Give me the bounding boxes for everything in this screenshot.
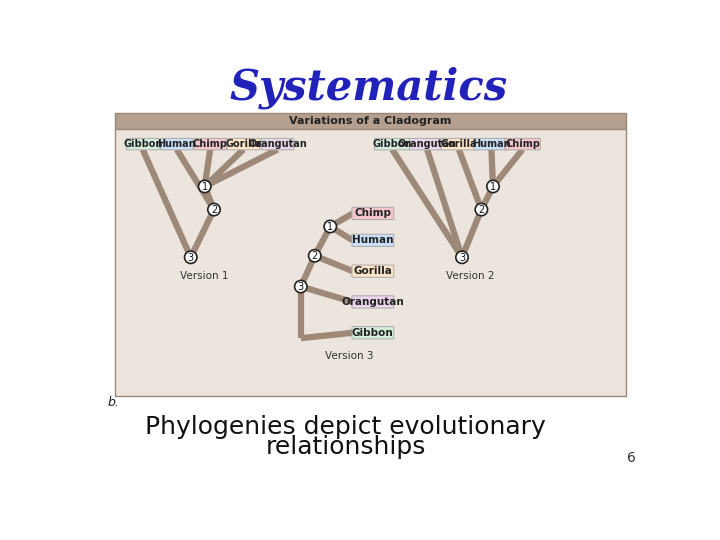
- FancyBboxPatch shape: [161, 138, 193, 150]
- FancyBboxPatch shape: [352, 265, 394, 278]
- Text: Gibbon: Gibbon: [352, 328, 394, 338]
- Text: Variations of a Cladogram: Variations of a Cladogram: [289, 116, 451, 126]
- FancyBboxPatch shape: [352, 327, 394, 339]
- Text: Human: Human: [352, 235, 394, 245]
- FancyBboxPatch shape: [114, 112, 626, 130]
- Circle shape: [487, 180, 499, 193]
- Text: relationships: relationships: [266, 435, 426, 458]
- Text: Chimp: Chimp: [505, 139, 540, 149]
- FancyBboxPatch shape: [352, 234, 394, 247]
- Text: 1: 1: [202, 182, 208, 192]
- Text: Systematics: Systematics: [230, 66, 508, 109]
- Text: Version 3: Version 3: [325, 351, 374, 361]
- FancyBboxPatch shape: [127, 138, 159, 150]
- Text: 1: 1: [490, 182, 496, 192]
- Circle shape: [294, 280, 307, 293]
- Text: Gorilla: Gorilla: [354, 266, 392, 276]
- Circle shape: [309, 249, 321, 262]
- Text: 3: 3: [298, 282, 304, 292]
- FancyBboxPatch shape: [505, 138, 540, 150]
- Text: 2: 2: [478, 205, 485, 215]
- FancyBboxPatch shape: [261, 138, 294, 150]
- Text: Gibbon: Gibbon: [372, 139, 412, 149]
- Text: 2: 2: [211, 205, 217, 215]
- Text: Human: Human: [472, 139, 510, 149]
- Text: 3: 3: [188, 253, 194, 262]
- Text: b.: b.: [107, 396, 119, 409]
- FancyBboxPatch shape: [352, 207, 394, 220]
- Circle shape: [324, 220, 336, 233]
- Circle shape: [456, 251, 468, 264]
- Text: Gorilla: Gorilla: [225, 139, 261, 149]
- FancyBboxPatch shape: [194, 138, 226, 150]
- Text: Human: Human: [158, 139, 196, 149]
- Text: Gibbon: Gibbon: [123, 139, 163, 149]
- Text: 6: 6: [626, 450, 635, 464]
- Text: Version 2: Version 2: [446, 271, 494, 281]
- Text: Orangutan: Orangutan: [397, 139, 456, 149]
- Text: Orangutan: Orangutan: [341, 297, 404, 307]
- Text: Orangutan: Orangutan: [248, 139, 307, 149]
- Text: Version 1: Version 1: [181, 271, 229, 281]
- Text: Chimp: Chimp: [354, 208, 392, 218]
- Text: Chimp: Chimp: [193, 139, 228, 149]
- FancyBboxPatch shape: [352, 296, 394, 308]
- FancyBboxPatch shape: [374, 138, 410, 150]
- FancyBboxPatch shape: [441, 138, 477, 150]
- Circle shape: [208, 204, 220, 215]
- Circle shape: [199, 180, 211, 193]
- FancyBboxPatch shape: [114, 130, 626, 396]
- FancyBboxPatch shape: [409, 138, 445, 150]
- Text: Phylogenies depict evolutionary: Phylogenies depict evolutionary: [145, 415, 546, 438]
- Text: 2: 2: [312, 251, 318, 261]
- Text: 3: 3: [459, 253, 465, 262]
- Circle shape: [184, 251, 197, 264]
- FancyBboxPatch shape: [228, 138, 260, 150]
- Circle shape: [475, 204, 487, 215]
- Text: 1: 1: [327, 222, 333, 232]
- FancyBboxPatch shape: [474, 138, 509, 150]
- Text: Gorilla: Gorilla: [441, 139, 477, 149]
